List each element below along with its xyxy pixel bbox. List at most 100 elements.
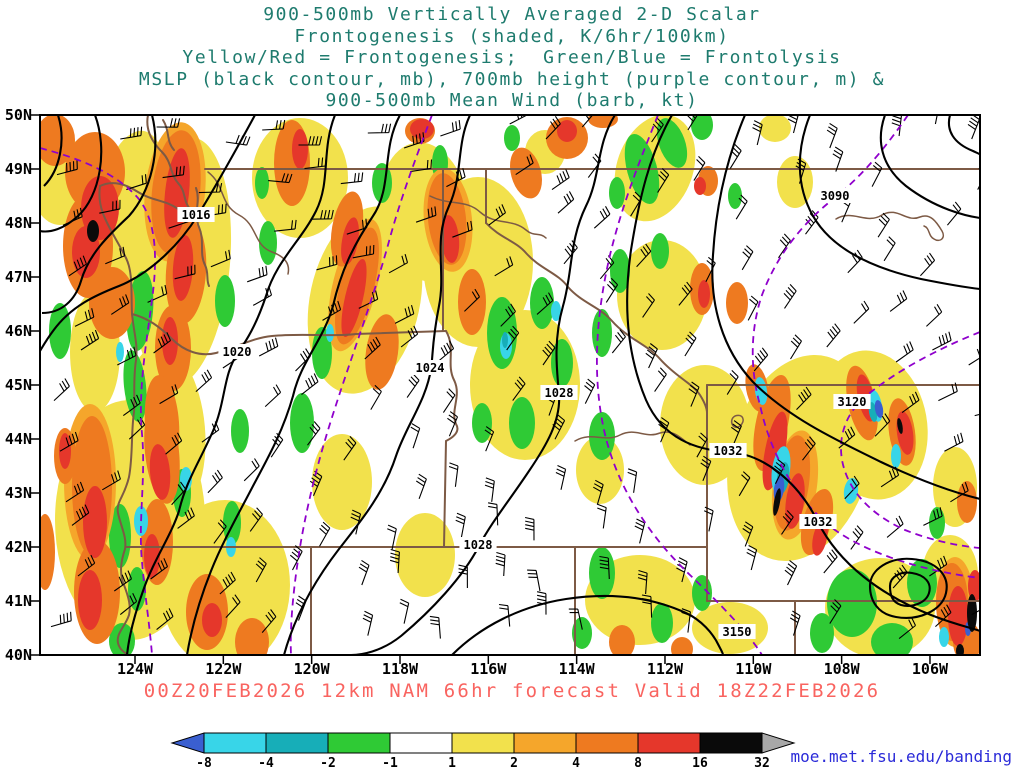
mslp-contour [185, 115, 401, 655]
colorbar-tick--4: -4 [258, 756, 274, 768]
wind-barb [464, 288, 480, 312]
lon-label-116W: 116W [470, 660, 507, 678]
river-idaho [429, 195, 547, 239]
wind-barb [262, 119, 286, 131]
wind-barb [557, 191, 575, 214]
wind-barb [636, 243, 652, 268]
colorbar-segment-2 [265, 732, 329, 754]
lat-label-40N: 40N [4, 646, 32, 664]
wind-barb [645, 343, 658, 369]
wind-barb [195, 369, 213, 393]
wind-barb [484, 426, 495, 452]
wind-barb [996, 295, 1014, 315]
wind-barb [410, 159, 433, 173]
wind-barb [198, 182, 223, 194]
contour-label-mslp: 1028 [545, 386, 574, 400]
colorbar-tick--1: -1 [382, 756, 398, 768]
wind-barb [367, 123, 392, 134]
wind-barb [944, 432, 964, 452]
wind-barb [268, 173, 293, 184]
wind-barb [213, 519, 227, 544]
wind-barb [871, 161, 883, 187]
wind-barb [542, 340, 556, 366]
wind-barb [641, 594, 653, 618]
wind-barb [657, 168, 670, 193]
wind-barb [122, 394, 141, 417]
wind-barb [790, 334, 802, 360]
wind-barb [741, 245, 754, 271]
hgt-contour [40, 147, 156, 655]
coastline [98, 185, 138, 655]
lat-label-47N: 47N [4, 268, 32, 286]
colorbar-tick--8: -8 [196, 756, 212, 768]
wind-barb [826, 122, 838, 149]
wind-barb [968, 347, 980, 366]
wind-barb [895, 341, 914, 363]
wind-barb [738, 471, 751, 497]
wind-barb [981, 424, 1001, 439]
wind-barb [484, 477, 495, 502]
colorbar-segment-6 [513, 732, 577, 754]
wind-barb [823, 549, 838, 574]
mslp-contour [40, 115, 256, 352]
wind-barb [729, 144, 742, 169]
mslp-contour [711, 115, 980, 501]
colorbar-tick-8: 8 [634, 756, 642, 768]
wind-barb [898, 617, 916, 640]
wind-barb [515, 154, 534, 176]
wind-barb [387, 524, 397, 550]
wind-barb [295, 348, 311, 372]
wind-barb [700, 455, 712, 482]
colorbar-segment-4 [389, 732, 453, 754]
wind-barb [783, 284, 797, 309]
wind-barb [752, 120, 763, 146]
colorbar-tick-32: 32 [754, 756, 770, 768]
wind-barb [394, 304, 415, 324]
wind-barb [225, 134, 251, 146]
wind-barb [832, 146, 844, 172]
lat-label-49N: 49N [4, 160, 32, 178]
wind-barb [512, 376, 526, 401]
wind-barb [243, 458, 260, 482]
wind-barb [204, 203, 227, 217]
wind-barb [593, 206, 611, 229]
wind-barb [730, 420, 742, 446]
wind-barb [742, 521, 754, 547]
wind-barb [932, 331, 952, 351]
wind-barb [829, 599, 842, 624]
wind-barb [207, 469, 223, 494]
contour-label-mslp: 1028 [464, 538, 493, 552]
wind-barb [495, 551, 506, 577]
wind-barb [388, 253, 409, 274]
lon-label-120W: 120W [293, 660, 330, 678]
contour-label-mslp: 1016 [182, 208, 211, 222]
lon-label-122W: 122W [205, 660, 242, 678]
wind-barb [74, 308, 95, 327]
title-line-4: MSLP (black contour, mb), 700mb height (… [138, 68, 886, 90]
contour-label-hgt: 3120 [838, 395, 867, 409]
wind-barb [651, 117, 664, 143]
wind-barb [990, 243, 1007, 264]
wind-barb [880, 466, 900, 488]
mslp-contour [282, 115, 471, 655]
wind-barb [509, 115, 529, 125]
plot-title: 900-500mb Vertically Averaged 2-D Scalar… [0, 4, 1024, 112]
wind-barb [584, 378, 596, 404]
mslp-contours-layer [40, 115, 980, 655]
wind-barb [524, 516, 535, 541]
wind-barb [796, 386, 812, 410]
lat-label-45N: 45N [4, 376, 32, 394]
lon-label-118W: 118W [381, 660, 419, 678]
mslp-contour [350, 115, 616, 655]
wind-barb [105, 246, 126, 265]
wind-barb [654, 367, 667, 392]
colorbar-tick-16: 16 [692, 756, 708, 768]
wind-barb [883, 236, 896, 262]
wind-barb [678, 281, 693, 306]
wind-barb [448, 462, 459, 487]
wind-barb [676, 557, 688, 583]
wind-barb [658, 417, 670, 443]
lat-label-48N: 48N [4, 214, 32, 232]
wind-barb [362, 610, 374, 636]
wind-barb [934, 115, 938, 125]
